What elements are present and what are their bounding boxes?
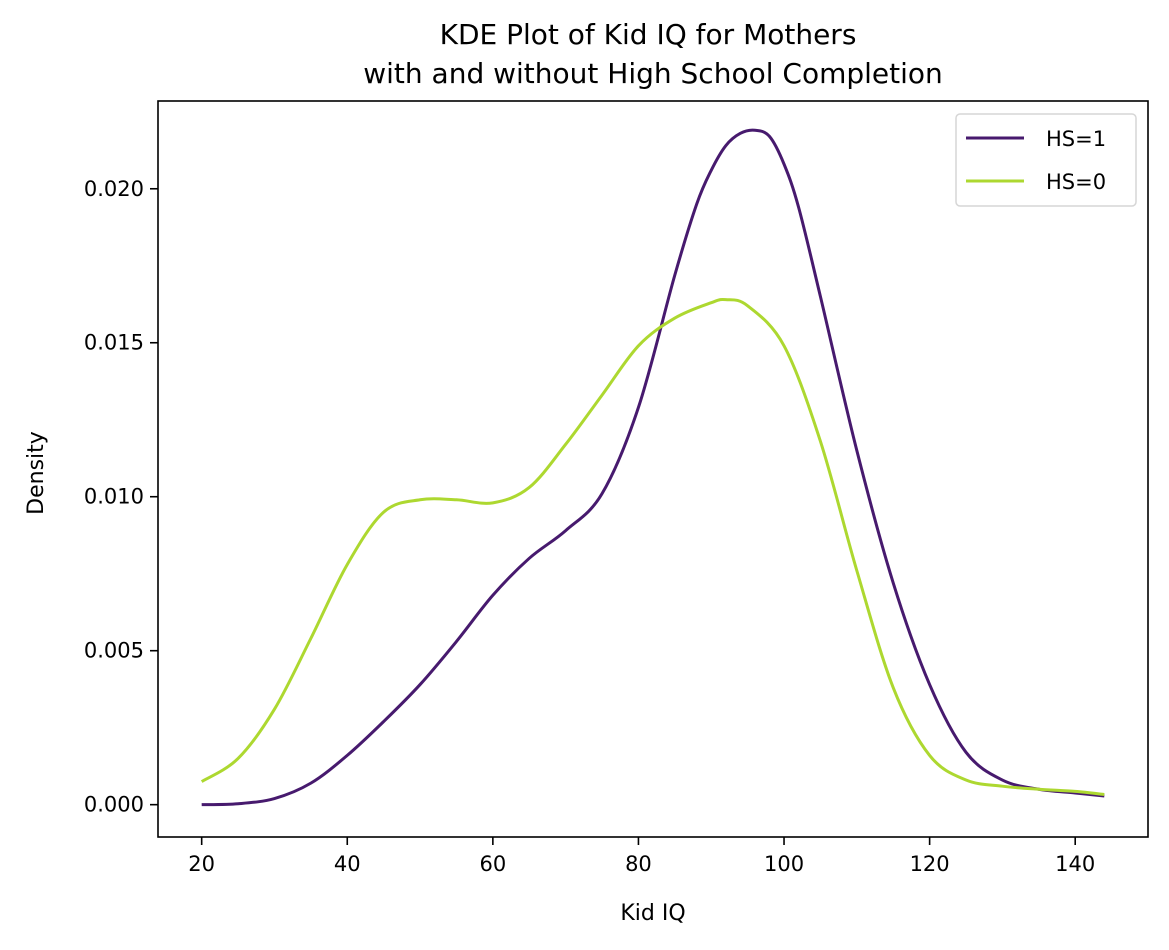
- y-axis-label: Density: [24, 431, 49, 515]
- legend-label-2: HS=0: [1046, 170, 1106, 194]
- chart-title-line-2: with and without High School Completion: [363, 57, 943, 90]
- x-tick-label: 120: [910, 852, 950, 876]
- plot-area: 20 40 60 80 100 120 140 0.000 0.005 0.010 0.015 0.0…: [84, 100, 1149, 876]
- legend: HS=1 HS=0: [955, 113, 1137, 207]
- legend-label-1: HS=1: [1046, 127, 1106, 151]
- series-line-2: [200, 297, 1105, 796]
- y-tick-label: 0.000: [84, 793, 144, 817]
- x-tick-label: 20: [188, 852, 215, 876]
- y-tick-label: 0.015: [84, 331, 144, 355]
- chart-title-line-1: KDE Plot of Kid IQ for Mothers: [440, 18, 857, 51]
- x-tick-label: 100: [764, 852, 804, 876]
- x-tick-label: 40: [334, 852, 361, 876]
- y-tick-label: 0.010: [84, 485, 144, 509]
- x-tick-label: 140: [1055, 852, 1095, 876]
- x-tick-label: 60: [479, 852, 506, 876]
- y-tick-label: 0.005: [84, 639, 144, 663]
- y-tick-label: 0.020: [84, 177, 144, 201]
- series-line-1: [201, 128, 1105, 807]
- x-axis-label: Kid IQ: [620, 901, 685, 926]
- axes-frame: [157, 100, 1149, 838]
- x-tick-label: 80: [625, 852, 652, 876]
